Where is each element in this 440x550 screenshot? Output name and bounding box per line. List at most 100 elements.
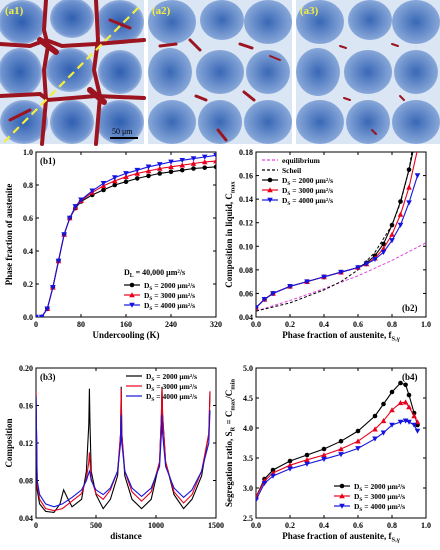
data-point <box>304 452 310 458</box>
data-point <box>321 274 327 280</box>
data-point <box>406 392 412 398</box>
data-point <box>304 279 310 285</box>
data-point <box>190 160 197 166</box>
chart-b4: 0.0 0.2 0.4 0.6 0.8 1.0 2.5 3.0 3.5 4.0 4.5 5.0 Phas… <box>224 364 431 544</box>
y-tick-label: 0.2 <box>23 280 33 289</box>
data-point <box>145 168 152 174</box>
x-tick-label: 0.4 <box>319 320 329 329</box>
data-point <box>201 159 208 165</box>
data-point <box>287 458 293 464</box>
x-axis-label: distance <box>110 531 142 541</box>
legend-entry: DS​ = 2000 μm²/s <box>354 482 405 493</box>
legend-entry: DS​ = 3000 μm²/s <box>144 291 195 302</box>
data-point <box>190 156 197 162</box>
panel-label-a2: (a2) <box>152 5 171 17</box>
y-axis-label: Segregation ratio, SR​ = Cmax​/Cmin​ <box>224 379 237 507</box>
chart-b2: 0.0 0.2 0.4 0.6 0.8 1.0 0.04 0.06 0.08 0.10 0.12 0.… <box>224 144 431 343</box>
legend: DS​ = 2000 μm²/sDS​ = 3000 μm²/sDS​ = 40… <box>334 482 405 513</box>
legend-marker <box>339 503 345 509</box>
data-point <box>261 480 268 486</box>
data-point <box>372 426 378 432</box>
x-tick-label: 0.0 <box>251 521 261 530</box>
y-tick-label: 0.14 <box>239 195 253 204</box>
legend-marker <box>267 187 273 193</box>
data-point <box>338 438 344 444</box>
x-tick-label: 0 <box>34 521 38 530</box>
data-point <box>406 200 412 206</box>
data-point <box>213 153 216 159</box>
data-point <box>406 184 412 190</box>
legend-marker <box>339 493 345 499</box>
y-tick-label: 5.0 <box>243 364 253 373</box>
data-point <box>414 173 421 179</box>
data-point <box>304 461 310 467</box>
y-axis-label: Phase fraction of austenite <box>4 184 14 286</box>
legend: DS​ = 2000 μm²/sDS​ = 3000 μm²/sDS​ = 40… <box>124 281 195 312</box>
y-tick-label: 2.5 <box>243 514 253 523</box>
series-layer <box>36 153 216 317</box>
data-point <box>44 306 51 312</box>
data-point <box>389 407 395 413</box>
data-point <box>287 466 293 472</box>
data-point <box>270 291 276 297</box>
data-point <box>287 462 293 468</box>
x-tick-label: 0.2 <box>285 521 295 530</box>
chart-b1: 0 80 160 240 320 0.0 0.2 0.4 0.6 0.8 1.0 Undercooli… <box>4 148 222 340</box>
data-point <box>372 413 378 419</box>
x-axis-label: Undercooling (K) <box>92 330 159 340</box>
data-point <box>403 382 408 388</box>
y-tick-label: 0.12 <box>239 219 253 228</box>
data-point <box>412 144 417 149</box>
data-point <box>256 305 259 311</box>
x-tick-label: 1.0 <box>421 521 431 530</box>
data-point <box>156 162 163 168</box>
data-point <box>168 169 174 175</box>
panel-label: (b2) <box>402 303 418 313</box>
series-line-1 <box>256 401 418 498</box>
x-tick-label: 0.8 <box>387 521 397 530</box>
legend-entry: DS​ = 2000 μm²/s <box>282 176 333 187</box>
profile-line <box>3 5 141 143</box>
y-tick-label: 3.0 <box>243 484 253 493</box>
series-line-1 <box>256 152 413 312</box>
legend-marker <box>267 197 273 203</box>
data-point <box>157 171 163 176</box>
y-tick-label: 0.12 <box>19 439 33 448</box>
data-point <box>123 171 129 177</box>
legend-entry: DS​ = 4000 μm²/s <box>144 301 195 312</box>
legend-marker <box>339 483 345 489</box>
x-tick-label: 0 <box>34 320 38 329</box>
data-point <box>111 175 118 181</box>
data-point <box>381 241 386 247</box>
panel-label-a3: (a3) <box>300 5 319 17</box>
legend-entry: DS​ = 3000 μm²/s <box>146 382 197 393</box>
y-tick-label: 0.10 <box>239 242 253 251</box>
data-point <box>55 258 62 264</box>
data-point <box>112 182 118 188</box>
data-point <box>123 173 129 180</box>
y-axis-label: Composition <box>4 418 14 467</box>
x-tick-label: 1.0 <box>421 320 431 329</box>
plot-frame <box>255 151 427 318</box>
series-layer <box>256 144 426 312</box>
x-tick-label: 0.8 <box>387 320 397 329</box>
panel-label: (b3) <box>40 372 56 382</box>
legend-entry: DS​ = 4000 μm²/s <box>354 502 405 513</box>
data-point <box>355 265 361 271</box>
panel-label: (b4) <box>402 372 418 382</box>
x-tick-label: 240 <box>165 320 177 329</box>
data-point <box>406 167 412 172</box>
segregation-phase <box>0 0 146 146</box>
data-point <box>372 436 378 442</box>
data-point <box>168 159 174 165</box>
data-point <box>36 314 39 317</box>
data-point <box>338 452 344 458</box>
microstructure-a1: (a1) 50 μm <box>0 0 146 146</box>
legend-entry: equilibrium <box>282 156 321 165</box>
data-point <box>380 418 387 424</box>
data-point <box>389 238 395 244</box>
series-line-0 <box>256 242 426 312</box>
data-point <box>179 167 185 173</box>
microstructure-a2: (a2) <box>148 0 292 144</box>
y-tick-label: 3.5 <box>243 454 253 463</box>
